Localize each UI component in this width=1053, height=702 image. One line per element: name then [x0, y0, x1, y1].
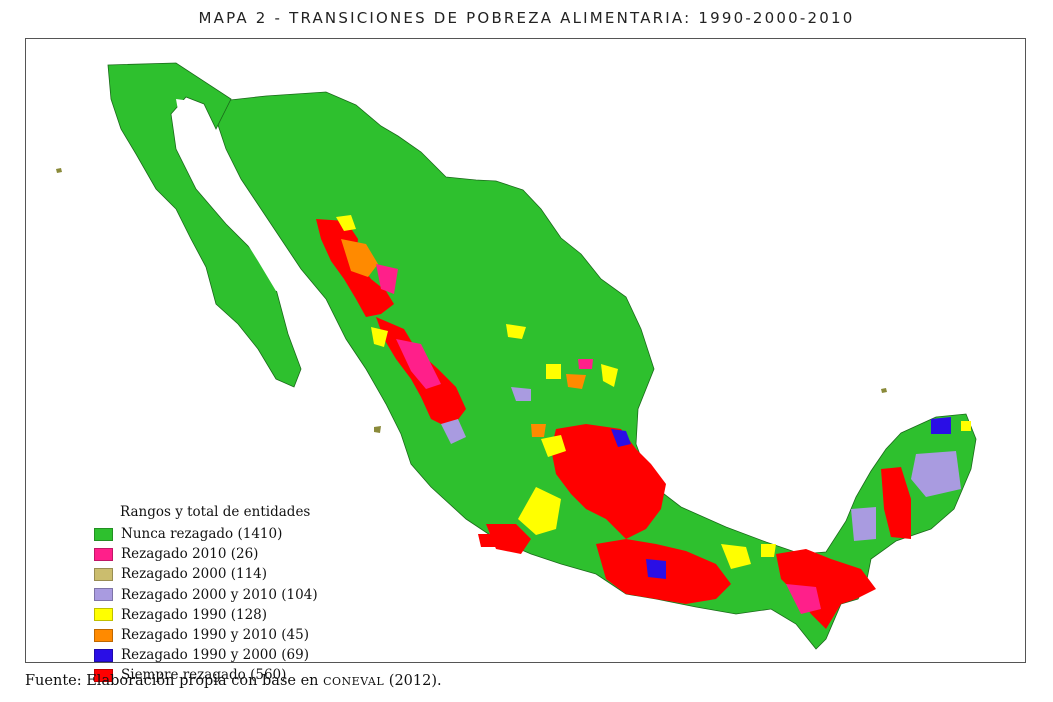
legend-label: Nunca rezagado (1410): [121, 526, 283, 542]
legend-swatch: [94, 608, 113, 622]
source-prefix: Fuente: Elaboración propia con base en: [25, 673, 324, 689]
source-note: Fuente: Elaboración propia con base en C…: [25, 673, 442, 689]
legend-label: Rezagado 2000 (114): [121, 566, 268, 583]
legend-label: Rezagado 1990 (128): [121, 606, 268, 623]
legend-item: Rezagado 1990 (128): [94, 605, 318, 625]
legend-swatch: [94, 527, 113, 541]
legend-swatch: [94, 668, 113, 682]
island-2: [881, 388, 887, 393]
source-suffix: (2012).: [384, 673, 442, 689]
legend-label: Rezagado 2010 (26): [121, 546, 259, 563]
legend-item: Rezagado 2000 y 2010 (104): [94, 585, 318, 605]
legend-item: Rezagado 1990 y 2010 (45): [94, 625, 318, 645]
legend-label: Siempre rezagado (560): [121, 667, 287, 684]
source-org: CONEVAL: [323, 675, 385, 688]
legend-label: Rezagado 1990 y 2000 (69): [121, 647, 309, 664]
legend-swatch: [94, 628, 113, 642]
legend-title: Rangos y total de entidades: [120, 504, 311, 520]
legend-swatch: [94, 648, 113, 662]
yucatan-rezago-regions: [851, 417, 971, 541]
legend-item: Rezagado 2000 (114): [94, 564, 318, 584]
map-title: MAPA 2 - TRANSICIONES DE POBREZA ALIMENT…: [198, 9, 855, 27]
southern-rezago-regions: [478, 534, 876, 629]
map-frame: Rangos y total de entidades Nunca rezaga…: [25, 38, 1026, 683]
mainland-mexico: [215, 91, 977, 650]
legend-item: Nunca rezagado (1410): [94, 524, 318, 544]
gulf-of-california: [176, 99, 288, 291]
legend-swatch: [94, 547, 113, 561]
baja-california: [107, 62, 302, 388]
legend-swatch: [94, 588, 113, 602]
legend-item: Siempre rezagado (560): [94, 665, 318, 685]
legend-label: Rezagado 1990 y 2010 (45): [121, 626, 309, 643]
island-1: [56, 168, 62, 173]
legend-item: Rezagado 2010 (26): [94, 544, 318, 564]
map-legend: Rangos y total de entidades Nunca rezaga…: [94, 502, 318, 686]
western-rezago-regions: [316, 215, 526, 444]
legend-item: Rezagado 1990 y 2000 (69): [94, 645, 318, 665]
legend-swatch: [94, 567, 113, 581]
mexico-map: [56, 62, 977, 650]
legend-label: Rezagado 2000 y 2010 (104): [121, 586, 318, 603]
island-3: [374, 426, 381, 433]
